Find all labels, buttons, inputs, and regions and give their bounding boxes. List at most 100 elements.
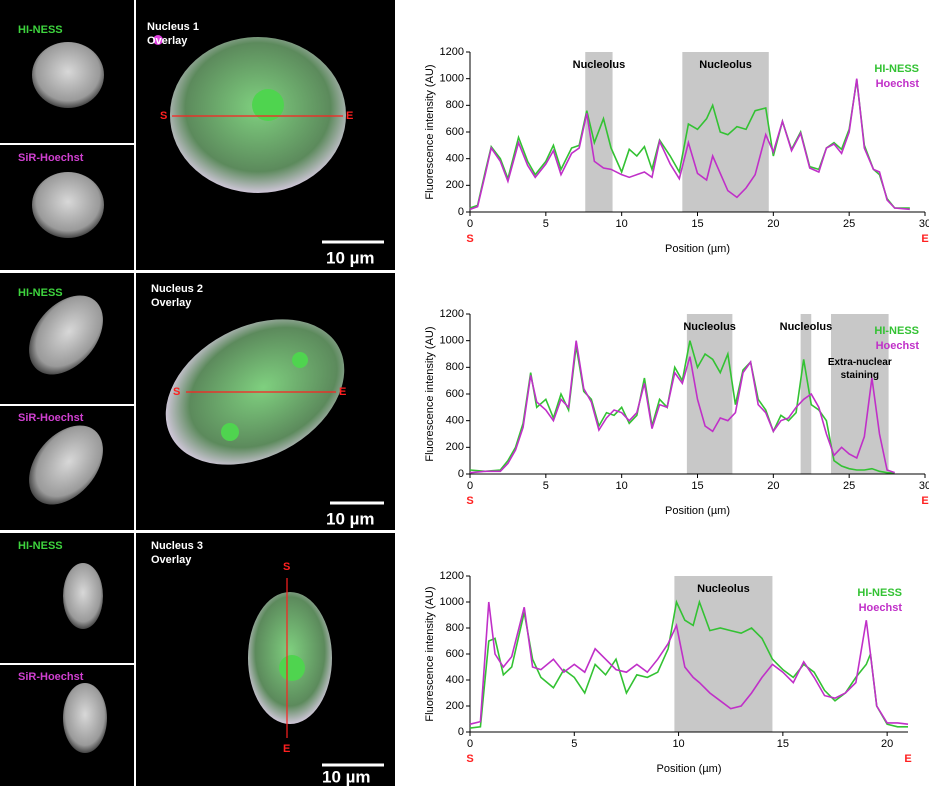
end-label: E xyxy=(346,110,353,122)
panel-title: Nucleus 2 xyxy=(151,283,203,295)
region-label: Nucleolus xyxy=(683,321,736,333)
x-tick-label: 20 xyxy=(767,218,779,230)
y-tick-label: 600 xyxy=(446,388,464,400)
legend-label: Hoechst xyxy=(859,602,903,614)
end-label: E xyxy=(904,753,911,765)
divider xyxy=(134,0,136,786)
x-axis-label: Position (µm) xyxy=(665,243,730,255)
channel-label: HI-NESS xyxy=(18,24,63,36)
start-label: S xyxy=(173,386,180,398)
y-tick-label: 0 xyxy=(458,206,464,218)
start-label: S xyxy=(283,561,290,573)
x-axis-label: Position (µm) xyxy=(665,505,730,517)
x-tick-label: 0 xyxy=(467,480,473,492)
y-tick-label: 0 xyxy=(458,468,464,480)
y-tick-label: 600 xyxy=(446,126,464,138)
nucleolus-region xyxy=(682,52,768,212)
y-tick-label: 400 xyxy=(446,415,464,427)
x-tick-label: 10 xyxy=(616,218,628,230)
y-tick-label: 200 xyxy=(446,700,464,712)
region-label: Nucleolus xyxy=(699,59,752,71)
scale-label: 10 µm xyxy=(322,767,371,786)
y-axis-label: Fluorescence intensity (AU) xyxy=(424,64,436,199)
y-tick-label: 1200 xyxy=(440,570,464,582)
end-label: E xyxy=(339,386,346,398)
scale-label: 10 µm xyxy=(326,509,375,528)
region-label: Extra-nuclear staining xyxy=(815,356,905,382)
x-axis-label: Position (µm) xyxy=(656,763,721,775)
page: {"panels": [ {"top_label": "HI-NESS", "b… xyxy=(0,0,929,791)
x-tick-label: 5 xyxy=(571,738,577,750)
micrographs: HI-NESS SiR-Hoechst Nucleus 1 Overlay S … xyxy=(0,0,395,786)
x-tick-label: 5 xyxy=(543,480,549,492)
x-tick-label: 20 xyxy=(881,738,893,750)
y-tick-label: 200 xyxy=(446,179,464,191)
x-tick-label: 30 xyxy=(919,480,929,492)
y-tick-label: 0 xyxy=(458,726,464,738)
nucleus-image xyxy=(63,683,107,753)
nucleus-image xyxy=(32,42,104,108)
end-label: E xyxy=(921,233,928,245)
y-tick-label: 600 xyxy=(446,648,464,660)
channel-label: SiR-Hoechst xyxy=(18,671,84,683)
region-label-box: Extra-nuclear staining xyxy=(815,356,905,390)
y-tick-label: 800 xyxy=(446,99,464,111)
channel-label: SiR-Hoechst xyxy=(18,152,84,164)
nucleolus xyxy=(221,423,239,441)
nucleolus xyxy=(292,352,308,368)
divider xyxy=(0,530,395,533)
divider xyxy=(0,270,395,273)
nucleolus-region xyxy=(674,576,772,732)
panel-title: Nucleus 1 xyxy=(147,21,199,33)
start-label: S xyxy=(466,495,473,507)
y-tick-label: 1000 xyxy=(440,73,464,85)
x-tick-label: 0 xyxy=(467,218,473,230)
panel-title: Nucleus 3 xyxy=(151,540,203,552)
figure: HI-NESS SiR-Hoechst Nucleus 1 Overlay S … xyxy=(0,0,929,786)
legend-label: HI-NESS xyxy=(857,587,902,599)
nucleus-image xyxy=(63,563,103,629)
x-tick-label: 15 xyxy=(777,738,789,750)
y-tick-label: 200 xyxy=(446,441,464,453)
x-tick-label: 0 xyxy=(467,738,473,750)
divider xyxy=(0,143,134,145)
legend-label: Hoechst xyxy=(876,340,920,352)
panel-subtitle: Overlay xyxy=(147,35,188,47)
x-tick-label: 25 xyxy=(843,218,855,230)
legend-label: Hoechst xyxy=(876,78,920,90)
region-label: Nucleolus xyxy=(573,59,626,71)
start-label: S xyxy=(466,233,473,245)
end-label: E xyxy=(283,743,290,755)
nucleolus-region xyxy=(687,314,733,474)
y-tick-label: 1200 xyxy=(440,308,464,320)
legend-label: HI-NESS xyxy=(874,63,919,75)
x-tick-label: 10 xyxy=(672,738,684,750)
nucleus-image xyxy=(32,172,104,238)
y-axis-label: Fluorescence intensity (AU) xyxy=(424,586,436,721)
channel-label: HI-NESS xyxy=(18,287,63,299)
panel-subtitle: Overlay xyxy=(151,554,192,566)
start-label: S xyxy=(160,110,167,122)
panel-subtitle: Overlay xyxy=(151,297,192,309)
end-label: E xyxy=(921,495,928,507)
region-label: Nucleolus xyxy=(780,321,833,333)
start-label: S xyxy=(466,753,473,765)
line-chart: Nucleolus Nucleolus Extra-nuclear staining… xyxy=(424,308,929,517)
y-tick-label: 800 xyxy=(446,361,464,373)
region-label: Nucleolus xyxy=(697,583,750,595)
y-tick-label: 800 xyxy=(446,622,464,634)
y-axis-label: Fluorescence intensity (AU) xyxy=(424,326,436,461)
divider xyxy=(0,404,134,406)
x-tick-label: 10 xyxy=(616,480,628,492)
x-tick-label: 20 xyxy=(767,480,779,492)
y-tick-label: 400 xyxy=(446,153,464,165)
x-tick-label: 15 xyxy=(691,218,703,230)
y-tick-label: 1000 xyxy=(440,335,464,347)
x-tick-label: 15 xyxy=(691,480,703,492)
legend-label: HI-NESS xyxy=(874,325,919,337)
y-tick-label: 400 xyxy=(446,674,464,686)
line-chart: Nucleolus 0 200 400 600 800 1000 1200 0 5 10 15 20 S E… xyxy=(424,570,912,775)
y-tick-label: 1000 xyxy=(440,596,464,608)
nucleolus xyxy=(279,655,305,681)
